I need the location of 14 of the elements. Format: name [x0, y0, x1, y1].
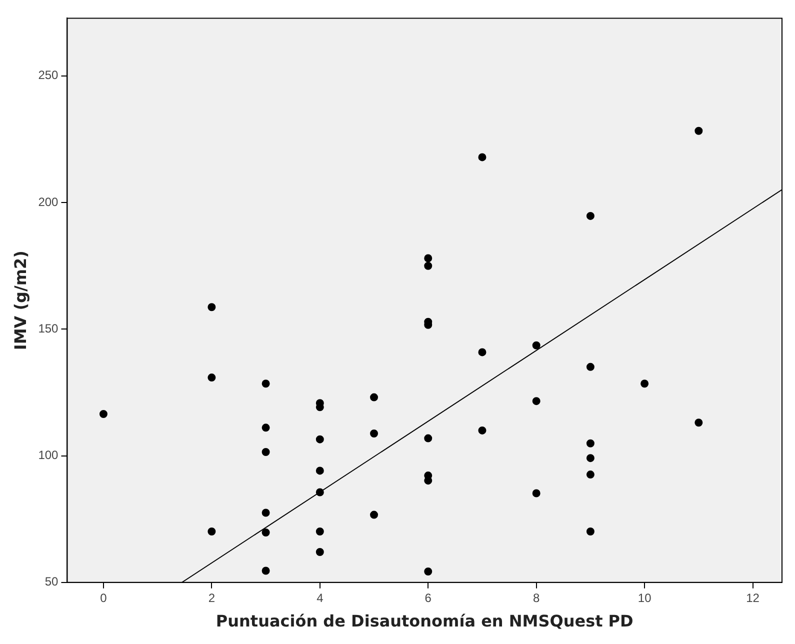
y-axis-title: IMV (g/m2): [10, 250, 30, 350]
x-tick-label: 2: [208, 590, 216, 605]
y-tick-label: 50: [44, 574, 59, 589]
x-tick-label: 6: [424, 590, 432, 605]
y-tick-label: 150: [38, 321, 59, 336]
y-tick-label: 100: [38, 448, 59, 462]
x-tick-label: 10: [638, 590, 652, 605]
x-tick-label: 0: [100, 590, 108, 605]
y-tick-label: 250: [38, 68, 59, 82]
x-tick-label: 4: [316, 590, 324, 605]
x-tick-label: 12: [746, 590, 760, 605]
x-axis-title: Puntuación de Disautonomía en NMSQuest PD: [216, 612, 634, 631]
x-tick-label: 8: [533, 590, 540, 605]
y-tick-label: 200: [38, 194, 59, 209]
